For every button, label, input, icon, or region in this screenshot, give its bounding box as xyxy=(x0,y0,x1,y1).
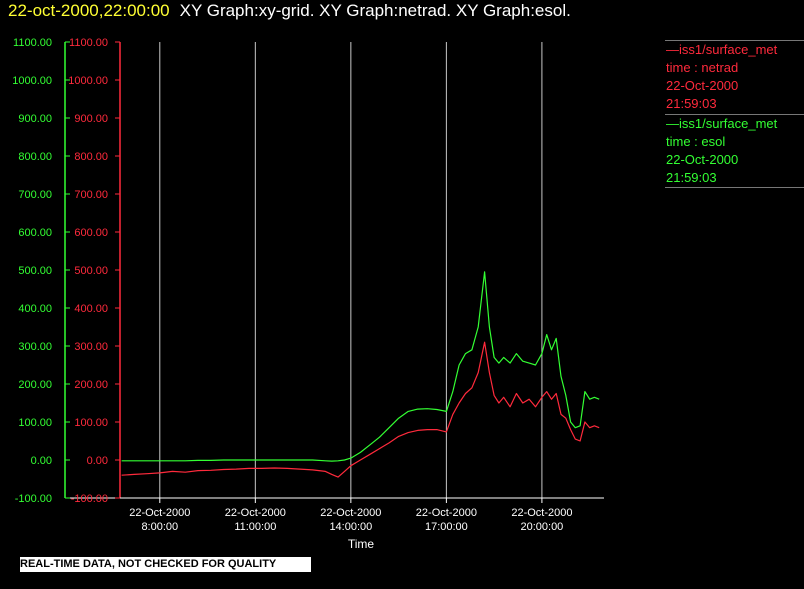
x-tick-label-time: 17:00:00 xyxy=(425,521,468,533)
x-tick-label-date: 22-Oct-2000 xyxy=(129,507,190,519)
esol-y-tick-label: 100.00 xyxy=(18,417,52,429)
x-tick-label-time: 20:00:00 xyxy=(520,521,563,533)
esol-y-tick-label: 900.00 xyxy=(18,113,52,125)
netrad-y-tick-label: 700.00 xyxy=(74,189,108,201)
netrad-y-tick-label: 200.00 xyxy=(74,379,108,391)
netrad-y-tick-label: 900.00 xyxy=(74,113,108,125)
legend-esol-source: —iss1/surface_met xyxy=(666,116,778,131)
esol-y-tick-label: 800.00 xyxy=(18,151,52,163)
esol-y-tick-label: 200.00 xyxy=(18,379,52,391)
legend-netrad-time: 21:59:03 xyxy=(666,96,717,111)
netrad-y-tick-label: -100.00 xyxy=(71,493,108,505)
timestamp-label: 22-oct-2000,22:00:00 xyxy=(8,1,170,20)
labels-layer: -100.00 -100.00 0.00 0.00 100.00 100.00 200.00… xyxy=(12,37,572,533)
x-tick-label-date: 22-Oct-2000 xyxy=(511,507,572,519)
legend-esol-time: 21:59:03 xyxy=(666,170,717,185)
netrad-y-tick-label: 600.00 xyxy=(74,227,108,239)
netrad-y-tick-label: 300.00 xyxy=(74,341,108,353)
netrad-y-tick-label: 400.00 xyxy=(74,303,108,315)
legend-netrad-source: —iss1/surface_met xyxy=(666,42,778,57)
esol-y-tick-label: 300.00 xyxy=(18,341,52,353)
graph-list-label: XY Graph:xy-grid. XY Graph:netrad. XY Gr… xyxy=(179,1,571,20)
grid-layer xyxy=(159,42,543,498)
legend-esol-variable: time : esol xyxy=(666,134,726,149)
x-axis-label: Time xyxy=(348,537,375,551)
x-tick-label-date: 22-Oct-2000 xyxy=(416,507,477,519)
esol-series-line xyxy=(121,271,600,462)
esol-y-tick-label: 400.00 xyxy=(18,303,52,315)
esol-y-tick-label: 700.00 xyxy=(18,189,52,201)
netrad-y-tick-label: 0.00 xyxy=(87,455,108,467)
chart-title-bar: 22-oct-2000,22:00:00 XY Graph:xy-grid. XY… xyxy=(8,0,571,24)
netrad-series-line xyxy=(121,341,600,478)
x-tick-label-time: 11:00:00 xyxy=(234,521,276,533)
legend-netrad-variable: time : netrad xyxy=(666,60,739,75)
x-tick-label-time: 8:00:00 xyxy=(141,521,178,533)
axes-layer xyxy=(64,41,604,503)
legend-esol: —iss1/surface_met time : esol 22-Oct-200… xyxy=(665,114,804,188)
legend-netrad: —iss1/surface_met time : netrad 22-Oct-2… xyxy=(665,40,804,113)
x-tick-label-date: 22-Oct-2000 xyxy=(320,507,381,519)
esol-y-tick-label: 600.00 xyxy=(18,227,52,239)
netrad-y-tick-label: 100.00 xyxy=(74,417,108,429)
legend-esol-date: 22-Oct-2000 xyxy=(666,152,739,167)
netrad-y-tick-label: 1000.00 xyxy=(68,75,108,87)
netrad-y-tick-label: 800.00 xyxy=(74,151,108,163)
netrad-y-tick-label: 1100.00 xyxy=(69,37,108,49)
esol-y-tick-label: 1000.00 xyxy=(12,75,52,87)
legend-divider xyxy=(665,187,804,188)
series-layer xyxy=(121,271,600,478)
esol-y-tick-label: -100.00 xyxy=(15,493,52,505)
esol-y-tick-label: 500.00 xyxy=(18,265,52,277)
x-tick-label-time: 14:00:00 xyxy=(329,521,372,533)
legend-divider xyxy=(665,114,804,115)
legend-netrad-date: 22-Oct-2000 xyxy=(666,78,739,93)
esol-y-tick-label: 1100.00 xyxy=(13,37,52,49)
legend-divider xyxy=(665,40,804,41)
x-tick-label-date: 22-Oct-2000 xyxy=(225,507,286,519)
netrad-y-tick-label: 500.00 xyxy=(74,265,108,277)
quality-disclaimer: REAL-TIME DATA, NOT CHECKED FOR QUALITY xyxy=(20,557,311,572)
esol-y-tick-label: 0.00 xyxy=(31,455,52,467)
